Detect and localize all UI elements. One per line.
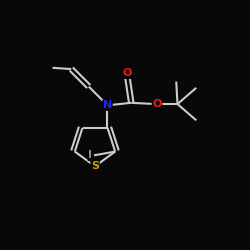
Text: S: S [91, 161, 99, 171]
Text: N: N [103, 100, 112, 110]
Text: O: O [152, 98, 162, 108]
Text: O: O [123, 68, 132, 78]
Text: I: I [88, 150, 92, 160]
